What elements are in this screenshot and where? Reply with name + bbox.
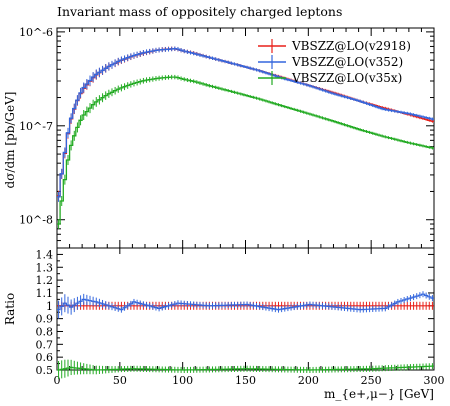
legend: VBSZZ@LO(v2918) VBSZZ@LO(v352) VBSZZ@LO(v3…: [258, 39, 411, 85]
ratio-y-tick-label: 1: [46, 300, 53, 313]
ratio-y-tick-label: 0.5: [36, 364, 54, 377]
ratio-y-tick-label: 1.1: [36, 287, 54, 300]
ratio-series-line: [57, 365, 434, 371]
ratio-y-tick-label: 0.9: [36, 313, 54, 326]
main-y-tick-label: 10^-6: [19, 26, 53, 39]
x-axis: 0 50 100 150 200 250 300: [54, 28, 445, 387]
ratio-series-1: [57, 291, 434, 319]
x-axis-label: m_{e+,μ−} [GeV]: [324, 387, 434, 401]
x-tick-label: 150: [235, 374, 256, 387]
ratio-y-axis-label: Ratio: [3, 293, 17, 325]
main-series-2: [57, 74, 434, 230]
x-tick-label: 300: [424, 374, 445, 387]
x-tick-label: 100: [172, 374, 193, 387]
ratio-series-group: [57, 291, 434, 379]
x-tick-label: 50: [113, 374, 127, 387]
legend-entry-label: VBSZZ@LO(v35x): [291, 71, 402, 85]
ratio-series-line: [57, 293, 434, 311]
chart-title: Invariant mass of oppositely charged lep…: [57, 4, 342, 19]
main-y-tick-label: 10^-8: [19, 214, 53, 227]
main-series-group: [57, 46, 434, 230]
x-tick-label: 0: [54, 374, 61, 387]
main-y-axis-label: dσ/dm [pb/GeV]: [3, 92, 17, 189]
legend-entry-label: VBSZZ@LO(v2918): [291, 39, 411, 53]
main-series-1: [57, 46, 434, 202]
main-series-0: [57, 46, 434, 201]
ratio-y-axis: 0.50.60.70.80.911.11.21.31.4: [36, 248, 434, 377]
x-tick-label: 250: [361, 374, 382, 387]
ratio-y-tick-label: 1.2: [36, 274, 54, 287]
main-series-line: [57, 76, 434, 225]
main-series-line: [57, 48, 434, 198]
ratio-y-tick-label: 0.6: [36, 351, 54, 364]
ratio-y-tick-label: 1.3: [36, 261, 54, 274]
main-y-tick-label: 10^-7: [19, 120, 53, 133]
ratio-series-2: [57, 359, 434, 379]
x-tick-label: 200: [298, 374, 319, 387]
ratio-y-tick-label: 0.7: [36, 338, 54, 351]
ratio-y-tick-label: 1.4: [36, 248, 54, 261]
ratio-y-tick-label: 0.8: [36, 325, 54, 338]
main-y-axis: 10^-8 10^-7 10^-6: [19, 26, 434, 249]
legend-entry-label: VBSZZ@LO(v352): [291, 55, 403, 69]
